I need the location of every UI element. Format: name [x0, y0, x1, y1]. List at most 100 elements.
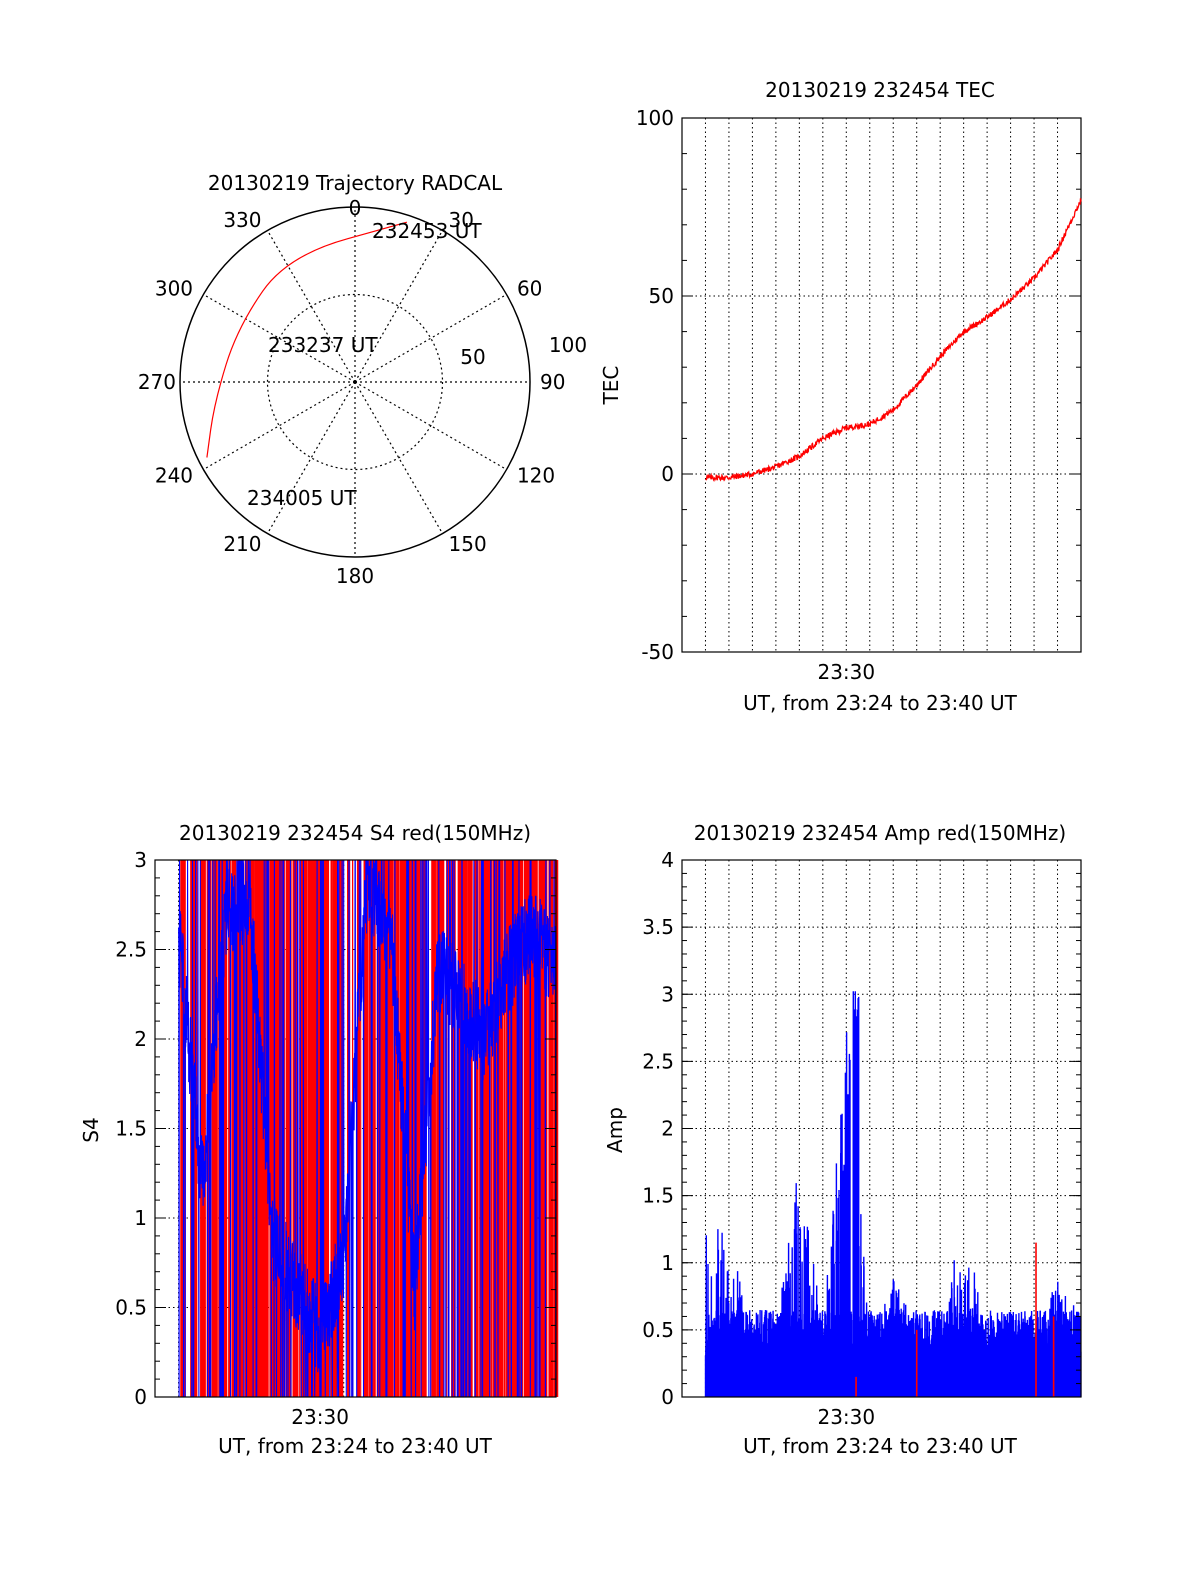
y-tick-label: 100 [636, 106, 674, 130]
s4-red-stripe [247, 860, 250, 1397]
y-tick-label: 2 [134, 1027, 147, 1051]
tec-series [704, 198, 1082, 483]
s4-red-stripe [338, 860, 341, 1397]
s4-xlabel: UT, from 23:24 to 23:40 UT [218, 1434, 493, 1458]
y-tick-label: 4 [661, 848, 674, 872]
y-tick-label: 0 [661, 462, 674, 486]
polar-trajectory-line [206, 221, 408, 458]
polar-azimuth-label: 300 [155, 277, 193, 301]
tec-line [704, 198, 1082, 483]
s4-red-stripe [389, 860, 393, 1397]
s4-red-stripe [330, 860, 333, 1397]
s4-red-stripe [180, 860, 183, 1397]
s4-red-stripe [541, 860, 545, 1397]
s4-red-stripe [241, 860, 244, 1397]
s4-red-stripe [508, 860, 512, 1397]
polar-title: 20130219 Trajectory RADCAL [208, 171, 503, 195]
polar-azimuth-label: 150 [449, 532, 487, 556]
polar-time-annotation: 232453 UT [372, 219, 482, 243]
s4-red-stripe [279, 860, 284, 1397]
s4-red-stripe [500, 860, 503, 1397]
y-tick-label: 0 [134, 1385, 147, 1409]
s4-red-stripe [439, 860, 445, 1397]
s4-red-stripe [436, 860, 440, 1397]
s4-red-stripe [373, 860, 376, 1397]
s4-red-stripe [333, 860, 338, 1397]
s4-red-stripe [475, 860, 479, 1397]
s4-red-stripe [363, 860, 369, 1397]
s4-red-stripe [503, 860, 506, 1397]
y-tick-label: -50 [641, 640, 674, 664]
s4-red-stripe [432, 860, 436, 1397]
x-tick-label: 23:30 [817, 660, 875, 684]
polar-inner-circle [266, 293, 444, 471]
polar-azimuth-label: 180 [336, 564, 374, 588]
s4-red-stripe [213, 860, 217, 1397]
polar-azimuth-label: 270 [138, 370, 176, 394]
s4-red-stripe [482, 860, 488, 1397]
amp-ylabel: Amp [603, 1107, 627, 1153]
amp-panel: 20130219 232454 Amp red(150MHz) 0 0.5 1 1.5… [603, 821, 1082, 1458]
y-tick-label: 3 [661, 982, 674, 1006]
y-tick-label: 1 [134, 1206, 147, 1230]
s4-red-stripe [531, 860, 534, 1397]
polar-spoke [354, 381, 507, 471]
s4-red-stripe [396, 860, 400, 1397]
x-tick-label: 23:30 [817, 1405, 875, 1429]
amp-xlabel: UT, from 23:24 to 23:40 UT [743, 1434, 1018, 1458]
amp-axes: 0 0.5 1 1.5 2 2.5 3 3.5 4 23:30 [642, 848, 1082, 1429]
s4-red-stripe [274, 860, 277, 1397]
polar-azimuth-label: 30 [449, 208, 474, 232]
s4-red-stripe [360, 860, 362, 1397]
s4-red-stripe [249, 860, 252, 1397]
s4-red-stripe [272, 860, 275, 1397]
polar-ring-label: 100 [549, 333, 587, 357]
s4-red-stripe [312, 860, 316, 1397]
y-tick-label: 1.5 [115, 1117, 147, 1141]
polar-azimuth-label: 240 [155, 464, 193, 488]
polar-spoke [354, 230, 444, 383]
s4-red-stripe [540, 860, 542, 1397]
s4-red-stripe [307, 860, 311, 1397]
s4-red-stripe [302, 860, 307, 1397]
s4-red-stripe [284, 860, 286, 1397]
polar-spoke [354, 381, 444, 534]
y-tick-label: 0 [661, 1385, 674, 1409]
tec-ylabel: TEC [599, 366, 623, 406]
polar-azimuth-labels: 0 30 60 90 120 150 180 210 240 270 300 330 50 100 [138, 196, 587, 588]
s4-red-stripe [530, 860, 533, 1397]
polar-annotations: 232453 UT 233237 UT 234005 UT [247, 219, 482, 510]
s4-red-stripe [251, 860, 254, 1397]
y-tick-label: 1.5 [642, 1184, 674, 1208]
polar-azimuth-label: 210 [223, 532, 261, 556]
y-tick-label: 50 [649, 284, 674, 308]
s4-red-stripe [388, 860, 391, 1397]
s4-red-stripe [477, 860, 479, 1397]
s4-red-stripe [512, 860, 516, 1397]
tec-grid [682, 118, 1081, 652]
polar-time-annotation: 234005 UT [247, 486, 357, 510]
polar-azimuth-label: 60 [517, 277, 542, 301]
s4-red-stripe [398, 860, 400, 1397]
s4-red-stripe [201, 860, 206, 1397]
s4-red-stripe [358, 860, 360, 1397]
s4-red-stripe [285, 860, 289, 1397]
s4-red-stripe [269, 860, 274, 1397]
polar-spoke [266, 381, 356, 534]
polar-series [206, 221, 408, 458]
s4-red-stripe [452, 860, 455, 1397]
s4-red-stripe [383, 860, 387, 1397]
polar-azimuth-label: 330 [223, 208, 261, 232]
s4-red-stripe [408, 860, 411, 1397]
tec-panel: 20130219 232454 TEC -50 0 50 100 23:30 UT, f… [599, 78, 1082, 715]
s4-ylabel: S4 [79, 1117, 103, 1142]
s4-red-stripe [216, 860, 218, 1397]
s4-red-stripe [446, 860, 448, 1397]
s4-red-stripe [485, 860, 488, 1397]
y-tick-label: 3 [134, 848, 147, 872]
polar-time-annotation: 233237 UT [268, 333, 378, 357]
s4-red-stripe [391, 860, 394, 1397]
polar-ring-label: 50 [460, 345, 485, 369]
y-tick-label: 0.5 [115, 1296, 147, 1320]
s4-panel: 20130219 232454 S4 red(150MHz) 0 0.5 1 1.5 2… [79, 821, 559, 1458]
